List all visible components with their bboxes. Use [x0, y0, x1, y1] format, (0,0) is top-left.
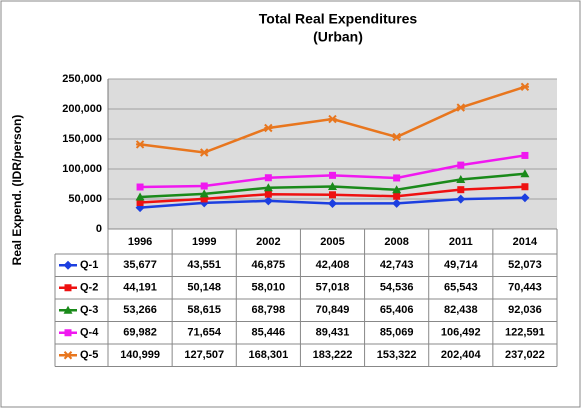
x-tick-label: 1996	[128, 236, 152, 248]
marker	[135, 140, 145, 149]
marker	[328, 114, 337, 124]
table-cell: 183,222	[313, 349, 353, 361]
legend-marker	[64, 284, 72, 292]
marker	[200, 195, 208, 203]
table-cell: 106,492	[441, 327, 481, 339]
marker	[521, 151, 529, 159]
legend-marker	[63, 305, 73, 314]
marker	[456, 103, 465, 112]
legend-marker	[63, 260, 73, 270]
y-tick-label: 100,000	[62, 163, 102, 175]
table-cell: 69,982	[123, 327, 157, 339]
table-cell: 65,543	[444, 282, 478, 294]
legend-label: Q-5	[80, 349, 98, 361]
table-cell: 71,654	[187, 327, 222, 339]
marker	[328, 199, 337, 209]
table-cell: 58,010	[252, 282, 286, 294]
y-tick-label: 150,000	[62, 133, 102, 145]
table-cell: 70,443	[508, 282, 542, 294]
table-cell: 168,301	[248, 349, 288, 361]
table-cell: 153,322	[377, 349, 417, 361]
legend-marker	[63, 351, 73, 360]
legend-label: Q-3	[80, 304, 98, 316]
table-cell: 50,148	[187, 282, 221, 294]
table-cell: 140,999	[120, 349, 160, 361]
marker	[328, 181, 337, 190]
table-cell: 68,798	[252, 304, 286, 316]
marker	[393, 192, 401, 200]
y-tick-label: 50,000	[68, 193, 102, 205]
x-tick-label: 2005	[320, 236, 344, 248]
legend-label: Q-2	[80, 282, 98, 294]
marker	[520, 169, 530, 178]
table-cell: 202,404	[441, 349, 482, 361]
table-cell: 122,591	[505, 327, 545, 339]
table-cell: 46,875	[252, 259, 286, 271]
marker	[264, 174, 272, 182]
table-cell: 52,073	[508, 259, 542, 271]
marker	[521, 183, 529, 191]
table-cell: 35,677	[123, 259, 157, 271]
table-cell: 85,069	[380, 327, 414, 339]
chart-title: Total Real Expenditures	[259, 11, 418, 27]
y-tick-label: 200,000	[62, 103, 102, 115]
table-cell: 70,849	[316, 304, 350, 316]
marker	[393, 174, 401, 182]
table-cell: 65,406	[380, 304, 414, 316]
marker	[457, 186, 465, 194]
legend-marker	[64, 329, 72, 337]
table-cell: 42,408	[316, 259, 350, 271]
marker	[263, 183, 273, 192]
marker	[135, 192, 145, 201]
marker	[136, 183, 144, 191]
table-cell: 43,551	[187, 259, 221, 271]
marker	[264, 190, 272, 198]
marker	[199, 189, 209, 198]
marker	[456, 194, 466, 204]
y-axis-label: Real Expend. (IDR/person)	[10, 115, 24, 266]
marker	[263, 196, 273, 206]
x-tick-label: 2014	[513, 236, 538, 248]
table-cell: 89,431	[316, 327, 350, 339]
table-cell: 82,438	[444, 304, 478, 316]
marker	[264, 123, 273, 133]
table-cell: 85,446	[252, 327, 286, 339]
marker	[392, 198, 402, 208]
x-tick-label: 2011	[449, 236, 473, 248]
x-tick-label: 1999	[192, 236, 216, 248]
marker	[520, 193, 530, 203]
table-cell: 58,615	[187, 304, 221, 316]
x-tick-label: 2008	[384, 236, 408, 248]
marker	[200, 182, 208, 190]
legend-label: Q-4	[80, 327, 99, 339]
marker	[136, 198, 144, 206]
legend-label: Q-1	[80, 259, 98, 271]
table-cell: 127,507	[184, 349, 224, 361]
marker	[392, 185, 402, 194]
chart-subtitle: (Urban)	[313, 29, 363, 45]
y-tick-label: 250,000	[62, 73, 102, 85]
table-cell: 42,743	[380, 259, 414, 271]
table-cell: 44,191	[123, 282, 157, 294]
table-cell: 53,266	[123, 304, 157, 316]
marker	[456, 175, 466, 184]
marker	[329, 191, 336, 199]
marker	[392, 132, 401, 142]
y-tick-label: 0	[96, 223, 102, 235]
table-cell: 49,714	[444, 259, 479, 271]
x-tick-label: 2002	[256, 236, 280, 248]
marker	[457, 161, 465, 169]
marker	[200, 148, 209, 157]
marker	[329, 171, 336, 179]
marker	[520, 82, 530, 91]
table-cell: 54,536	[380, 282, 414, 294]
table-cell: 57,018	[316, 282, 350, 294]
table-cell: 237,022	[505, 349, 545, 361]
table-cell: 92,036	[508, 304, 542, 316]
